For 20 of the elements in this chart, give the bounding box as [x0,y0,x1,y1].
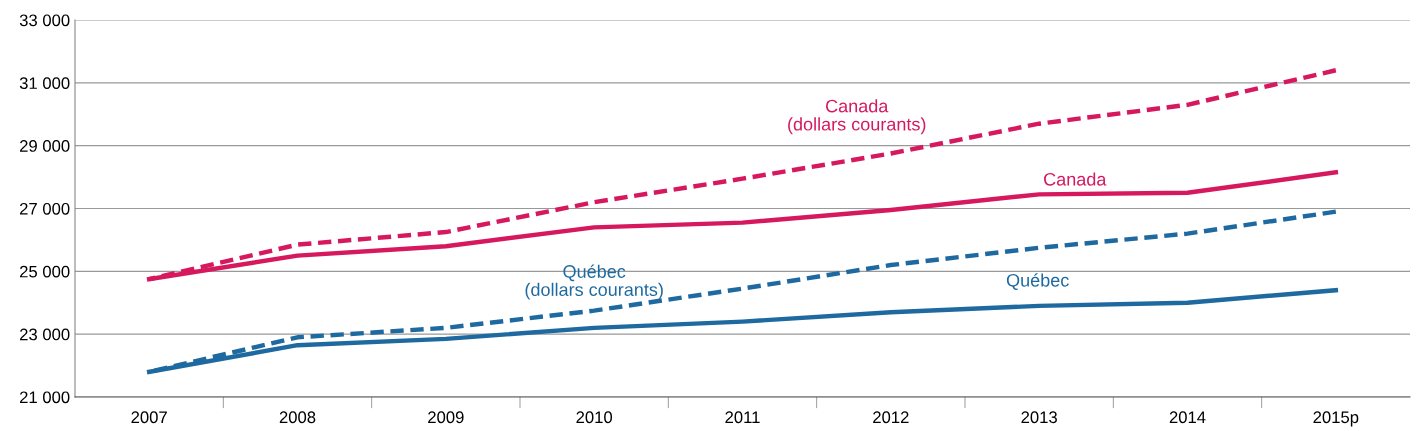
y-tick-label: 23 000 [20,328,70,341]
series-label: Québec (dollars courants) [525,264,663,300]
series-label: Québec [1006,273,1069,290]
series-label: Canada [1044,172,1107,186]
x-tick-label: 2007 [131,411,167,424]
x-tick-label: 2015p [1313,411,1359,427]
y-tick-label: 31 000 [19,77,70,90]
x-tick-label: 2012 [873,411,909,424]
y-tick-label: 25 000 [20,265,70,278]
y-tick-label: 21 000 [20,391,70,404]
y-tick-label: 29 000 [20,140,70,152]
x-tick-label: 2011 [725,411,760,424]
x-tick-label: 2008 [279,411,316,424]
y-tick-label: 27 000 [20,202,70,215]
y-tick-label: 33 000 [19,14,70,27]
x-tick-label: 2013 [1021,411,1057,424]
x-tick-label: 2014 [1169,411,1206,424]
x-tick-label: 2010 [576,411,613,424]
x-tick-label: 2009 [428,411,464,424]
series-label: Canada (dollars courants) [788,99,926,135]
